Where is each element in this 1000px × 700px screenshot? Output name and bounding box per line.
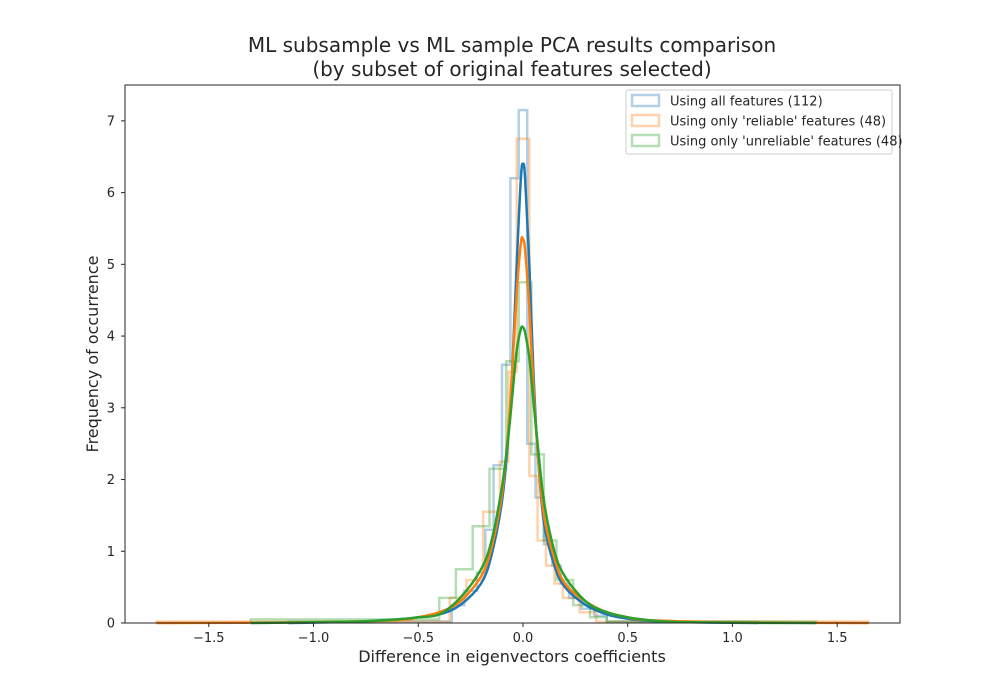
y-tick-label: 7 <box>107 114 115 129</box>
legend-swatch-series-2 <box>630 113 661 128</box>
x-tick-label: 0.5 <box>617 631 638 646</box>
chart-title-line-2: (by subset of original features selected… <box>312 57 711 81</box>
legend-swatch-series-1 <box>630 93 661 108</box>
kde-curve-series-3 <box>250 325 817 625</box>
y-tick-label: 0 <box>107 617 115 632</box>
legend-label-series-3: Using only 'unreliable' features (48) <box>670 135 903 150</box>
legend-label-series-1: Using all features (112) <box>670 95 823 110</box>
histogram-series-3 <box>249 281 818 623</box>
legend-box <box>625 89 893 155</box>
legend: Using all features (112) Using only 'reli… <box>625 89 903 155</box>
x-tick-label: −1.5 <box>193 631 225 646</box>
x-tick-label: −1.0 <box>298 631 330 646</box>
y-tick-label: 6 <box>107 186 115 201</box>
legend-swatch-series-3 <box>630 133 661 148</box>
y-axis-ticks: 0 1 2 3 4 5 6 7 <box>107 114 125 632</box>
x-tick-label: 1.0 <box>722 631 743 646</box>
y-tick-label: 2 <box>107 473 115 488</box>
y-tick-label: 5 <box>107 258 115 273</box>
plot-area <box>155 108 870 625</box>
x-axis-label: Difference in eigenvectors coefficients <box>358 647 666 666</box>
x-tick-label: 0.0 <box>513 631 534 646</box>
y-axis-label: Frequency of occurrence <box>83 256 102 453</box>
legend-label-series-2: Using only 'reliable' features (48) <box>670 115 886 130</box>
x-axis-ticks: −1.5 −1.0 −0.5 0.0 0.5 1.0 1.5 <box>193 623 848 646</box>
x-tick-label: −0.5 <box>402 631 434 646</box>
kde-curve-series-1 <box>288 162 758 625</box>
chart-title-line-1: ML subsample vs ML sample PCA results co… <box>248 33 776 57</box>
y-tick-label: 3 <box>107 401 115 416</box>
y-tick-label: 4 <box>107 330 115 345</box>
x-tick-label: 1.5 <box>827 631 848 646</box>
y-tick-label: 1 <box>107 545 115 560</box>
plot-frame <box>124 84 901 624</box>
